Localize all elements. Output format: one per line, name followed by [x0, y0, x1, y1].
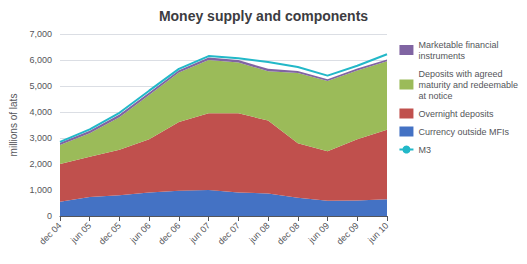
- svg-text:5,000: 5,000: [29, 81, 52, 91]
- svg-text:dec 07: dec 07: [216, 220, 242, 246]
- svg-text:0: 0: [47, 211, 52, 221]
- svg-text:instruments: instruments: [418, 51, 465, 61]
- svg-text:M3: M3: [418, 145, 431, 155]
- svg-text:maturity and redeemable: maturity and redeemable: [418, 80, 518, 90]
- svg-text:6,000: 6,000: [29, 55, 52, 65]
- svg-text:millions of lats: millions of lats: [8, 94, 19, 157]
- svg-text:jun 05: jun 05: [68, 220, 93, 245]
- svg-text:jun 06: jun 06: [128, 220, 153, 245]
- svg-text:jun 07: jun 07: [187, 220, 212, 245]
- svg-text:dec 08: dec 08: [275, 220, 301, 246]
- svg-text:jun 08: jun 08: [247, 220, 272, 245]
- svg-text:1,000: 1,000: [29, 185, 52, 195]
- svg-text:Marketable financial: Marketable financial: [418, 40, 498, 50]
- svg-text:jun 09: jun 09: [306, 220, 331, 245]
- svg-text:jun 10: jun 10: [365, 220, 390, 245]
- svg-text:Money supply and components: Money supply and components: [159, 8, 368, 24]
- svg-text:Deposits with agreed: Deposits with agreed: [418, 69, 502, 79]
- svg-text:dec 05: dec 05: [97, 220, 123, 246]
- svg-text:7,000: 7,000: [29, 29, 52, 39]
- svg-text:3,000: 3,000: [29, 133, 52, 143]
- svg-text:2,000: 2,000: [29, 159, 52, 169]
- svg-text:dec 04: dec 04: [37, 220, 63, 246]
- svg-text:Currency outside MFIs: Currency outside MFIs: [418, 127, 509, 137]
- svg-text:at notice: at notice: [418, 91, 452, 101]
- svg-text:dec 09: dec 09: [335, 220, 361, 246]
- svg-text:Overnight deposits: Overnight deposits: [418, 109, 494, 119]
- svg-text:dec 06: dec 06: [156, 220, 182, 246]
- svg-text:4,000: 4,000: [29, 107, 52, 117]
